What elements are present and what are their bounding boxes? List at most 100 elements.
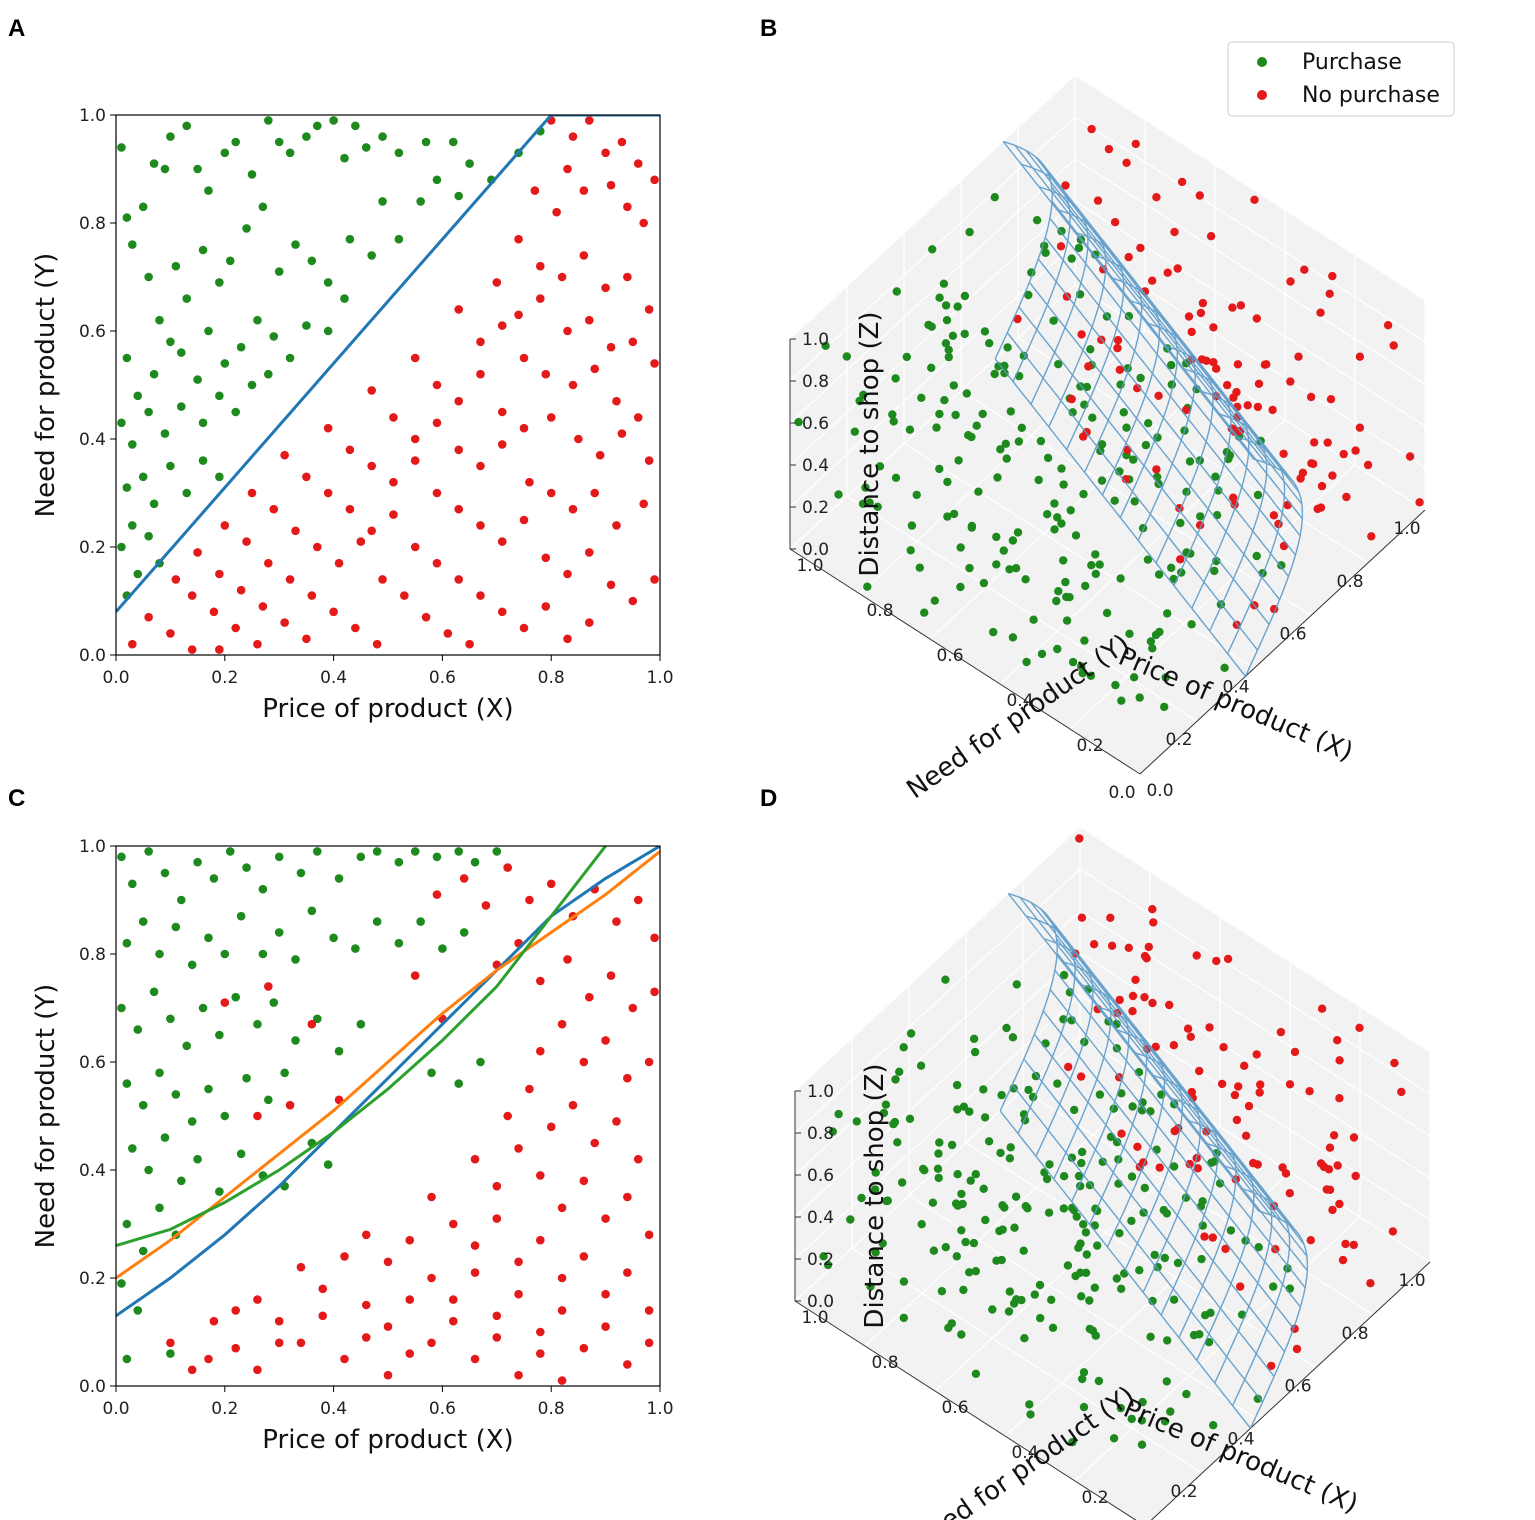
point-purchase [857, 1193, 866, 1203]
point-purchase [269, 332, 279, 341]
point-no-purchase [1093, 196, 1103, 205]
point-purchase [133, 569, 143, 579]
point-no-purchase [470, 1241, 480, 1250]
y-tick-label: 0.4 [79, 1161, 106, 1181]
point-no-purchase [1221, 1244, 1230, 1254]
point-purchase [432, 175, 442, 185]
point-purchase [1080, 636, 1089, 645]
point-purchase [476, 1057, 485, 1067]
point-no-purchase [247, 488, 257, 498]
point-no-purchase [1351, 446, 1360, 455]
point-no-purchase [568, 1100, 578, 1110]
point-no-purchase [367, 386, 376, 395]
data-points [819, 834, 1406, 1449]
point-purchase [155, 949, 164, 959]
point-purchase [1085, 1296, 1094, 1305]
point-purchase [1138, 1397, 1147, 1407]
point-no-purchase [628, 1003, 638, 1013]
point-purchase [949, 381, 958, 390]
point-no-purchase [650, 175, 659, 185]
point-purchase [187, 1117, 197, 1126]
point-purchase [171, 261, 181, 271]
point-no-purchase [601, 1036, 610, 1045]
point-no-purchase [590, 488, 600, 498]
point-purchase [242, 1073, 251, 1083]
point-purchase [133, 1025, 143, 1034]
x-tick-label: 1.0 [1393, 519, 1420, 539]
point-purchase [166, 1349, 175, 1358]
y-tick-label: 0.8 [79, 214, 106, 234]
point-no-purchase [557, 1273, 567, 1283]
point-purchase [1029, 615, 1038, 624]
point-no-purchase [574, 434, 583, 444]
point-purchase [372, 917, 382, 926]
point-no-purchase [209, 607, 219, 617]
point-no-purchase [514, 234, 523, 244]
y-tick-label: 0.0 [1146, 781, 1173, 801]
point-no-purchase [644, 305, 654, 314]
point-purchase [220, 1111, 230, 1121]
point-purchase [247, 170, 257, 179]
point-no-purchase [274, 1338, 284, 1348]
point-purchase [1049, 316, 1058, 325]
point-purchase [846, 1215, 855, 1224]
point-purchase [990, 193, 999, 202]
point-purchase [1139, 1208, 1148, 1217]
point-purchase [850, 427, 859, 436]
point-purchase [1085, 1324, 1095, 1334]
grid-line [903, 442, 1255, 669]
point-no-purchase [432, 890, 442, 899]
point-purchase [969, 1238, 979, 1248]
point-no-purchase [1195, 1066, 1204, 1076]
point-purchase [944, 352, 953, 362]
point-no-purchase [1228, 303, 1237, 312]
point-no-purchase [1115, 995, 1124, 1005]
point-purchase [117, 1003, 126, 1013]
point-no-purchase [1389, 341, 1398, 350]
point-no-purchase [1184, 312, 1194, 321]
point-purchase [394, 148, 404, 158]
point-no-purchase [623, 202, 632, 212]
point-purchase [995, 1226, 1004, 1236]
point-purchase [372, 847, 382, 856]
point-purchase [944, 345, 953, 355]
y-axis-line [794, 1300, 1137, 1520]
point-purchase [410, 847, 420, 856]
point-purchase [1095, 560, 1104, 569]
point-purchase [881, 1100, 891, 1109]
point-purchase [956, 582, 965, 592]
point-purchase [828, 1127, 837, 1136]
point-purchase [961, 1237, 970, 1247]
point-purchase [933, 1164, 943, 1174]
point-purchase [242, 224, 251, 233]
point-purchase [979, 1085, 988, 1094]
point-purchase [1074, 243, 1084, 253]
point-no-purchase [1149, 918, 1158, 927]
point-purchase [1095, 1090, 1105, 1099]
point-no-purchase [557, 1306, 567, 1315]
point-purchase [182, 1041, 192, 1051]
point-purchase [1125, 629, 1134, 638]
point-no-purchase [1193, 1164, 1203, 1173]
mesh-line [1034, 156, 1287, 475]
point-no-purchase [280, 450, 289, 460]
mesh-line [1053, 926, 1305, 1245]
point-no-purchase [476, 337, 485, 347]
point-no-purchase [454, 305, 464, 314]
point-no-purchase [1115, 365, 1125, 374]
point-no-purchase [410, 542, 420, 552]
point-purchase [1006, 407, 1015, 416]
point-purchase [1000, 1203, 1009, 1212]
point-no-purchase [410, 456, 420, 465]
point-purchase [965, 1268, 974, 1277]
point-no-purchase [1131, 975, 1140, 984]
point-purchase [1160, 702, 1169, 712]
point-purchase [980, 1113, 990, 1122]
point-no-purchase [1089, 940, 1099, 949]
point-purchase [133, 1306, 143, 1315]
point-purchase [899, 1277, 909, 1286]
point-no-purchase [1187, 1087, 1197, 1097]
point-no-purchase [1256, 1080, 1265, 1089]
point-no-purchase [476, 591, 485, 600]
point-purchase [122, 1354, 132, 1364]
